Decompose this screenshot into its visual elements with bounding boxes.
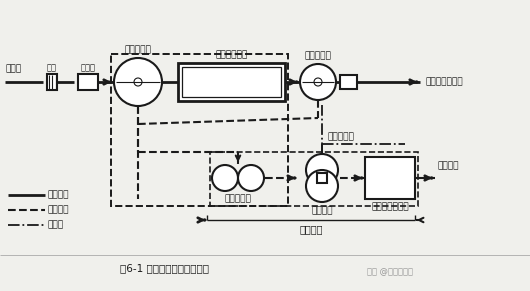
Bar [340,75,357,89]
Bar [47,74,57,90]
Text: 知乎 @青蓝水处理: 知乎 @青蓝水处理 [367,267,413,276]
Bar [182,67,281,97]
Text: 初次沉淀池: 初次沉淀池 [125,45,152,54]
Text: 沉砂池: 沉砂池 [81,63,95,72]
Text: 格栅: 格栅 [47,63,57,72]
Text: 消化气利用: 消化气利用 [327,132,354,141]
Circle shape [300,64,336,100]
Text: 脱水和干燥设备: 脱水和干燥设备 [371,202,409,211]
Bar [210,152,418,206]
Bar [178,63,285,101]
Circle shape [134,78,142,86]
Bar [365,157,415,199]
Bar [78,74,98,90]
Text: 排放或三级处理: 排放或三级处理 [425,77,463,86]
Text: 污泥浓缩池: 污泥浓缩池 [225,194,251,203]
Bar [111,54,288,206]
Text: 图6-1 城市污水处理典型流程: 图6-1 城市污水处理典型流程 [120,263,209,273]
Text: 污泥消化: 污泥消化 [311,206,333,215]
Text: 污水流程: 污水流程 [48,191,69,200]
Text: 消化气: 消化气 [48,221,64,230]
Circle shape [114,58,162,106]
Text: 污泥利用: 污泥利用 [437,162,458,171]
Text: 二次沉淀池: 二次沉淀池 [305,51,331,60]
Circle shape [238,165,264,191]
Text: 生物处理设备: 生物处理设备 [215,50,248,59]
Circle shape [306,154,338,186]
Text: 污泥处理: 污泥处理 [299,224,323,234]
Circle shape [306,170,338,202]
Text: 原污水: 原污水 [6,64,22,73]
Circle shape [314,78,322,86]
Text: 污泥流程: 污泥流程 [48,205,69,214]
Bar [317,173,327,183]
Circle shape [212,165,238,191]
